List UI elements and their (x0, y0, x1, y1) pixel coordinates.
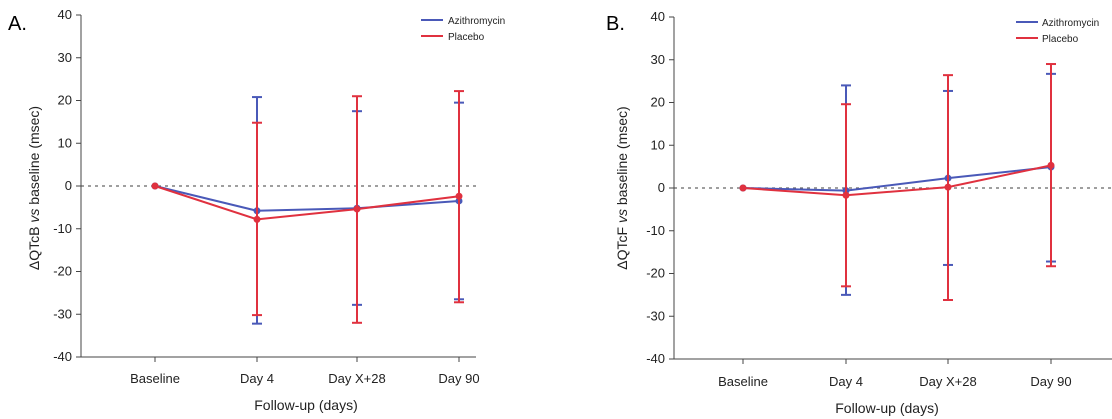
panel-b-legend: Azithromycin Placebo (1016, 18, 1099, 45)
y-tick-label: 10 (651, 137, 665, 152)
legend-azithromycin-label: Azithromycin (448, 16, 505, 27)
placebo-series-line (742, 164, 1052, 197)
y-tick-label: 30 (58, 50, 72, 65)
x-tick-label: Baseline (718, 374, 768, 389)
y-tick-label: 40 (58, 7, 72, 22)
placebo-data-point (739, 184, 747, 192)
x-tick-label: Day X+28 (919, 374, 976, 389)
y-tick-label: 0 (658, 180, 665, 195)
placebo-data-point (151, 182, 159, 190)
x-tick-label: Day 90 (438, 371, 479, 386)
azithromycin-series-line (742, 166, 1052, 192)
y-tick-label: 20 (58, 93, 72, 108)
x-tick-label: Day X+28 (328, 371, 385, 386)
panel-a-xlabel: Follow-up (days) (254, 397, 357, 413)
y-tick-label: -30 (53, 306, 72, 321)
y-tick-label: -40 (53, 349, 72, 364)
legend-azithromycin-label: Azithromycin (1042, 18, 1099, 29)
y-tick-label: 40 (651, 9, 665, 24)
legend-placebo-label: Placebo (448, 32, 485, 43)
x-tick-label: Baseline (130, 371, 180, 386)
panel-b-label: B. (606, 13, 625, 35)
panel-b-xlabel: Follow-up (days) (835, 400, 938, 416)
panel-b-plot: 40 30 20 10 0 -10 -20 -30 -40 Baseline Day 4 Day X+… (646, 9, 1112, 389)
placebo-data-point (455, 192, 463, 200)
x-tick-label: Day 4 (829, 374, 863, 389)
x-tick-label: Day 90 (1030, 374, 1071, 389)
placebo-data-point (353, 205, 361, 213)
panel-a-plot: 40 30 20 10 0 -10 -20 -30 -40 Baseline Day 4 Day X+… (53, 7, 479, 386)
y-tick-label: -20 (53, 264, 72, 279)
y-tick-label: 10 (58, 135, 72, 150)
placebo-data-point (842, 191, 850, 199)
placebo-series-line (154, 185, 460, 221)
panel-a-ylabel: ΔQTcB vs baseline (msec) (26, 106, 42, 270)
placebo-data-point (1047, 161, 1055, 169)
y-tick-label: 0 (65, 178, 72, 193)
placebo-data-point (253, 215, 261, 223)
y-tick-label: -30 (646, 308, 665, 323)
panel-a: A. ΔQTcB vs baseline (msec) Follow-up (d… (8, 7, 505, 413)
placebo-data-point (944, 183, 952, 191)
panel-a-label: A. (8, 13, 27, 35)
y-tick-label: 30 (651, 52, 665, 67)
panel-b: B. ΔQTcF vs baseline (msec) Follow-up (d… (606, 9, 1112, 416)
panel-a-legend: Azithromycin Placebo (421, 16, 505, 43)
y-tick-label: -40 (646, 351, 665, 366)
y-tick-label: -10 (646, 223, 665, 238)
y-tick-label: 20 (651, 95, 665, 110)
y-tick-label: -10 (53, 221, 72, 236)
y-tick-label: -20 (646, 266, 665, 281)
x-tick-label: Day 4 (240, 371, 274, 386)
azithromycin-series-line (154, 185, 460, 212)
legend-placebo-label: Placebo (1042, 34, 1079, 45)
panel-b-ylabel: ΔQTcF vs baseline (msec) (614, 106, 630, 269)
